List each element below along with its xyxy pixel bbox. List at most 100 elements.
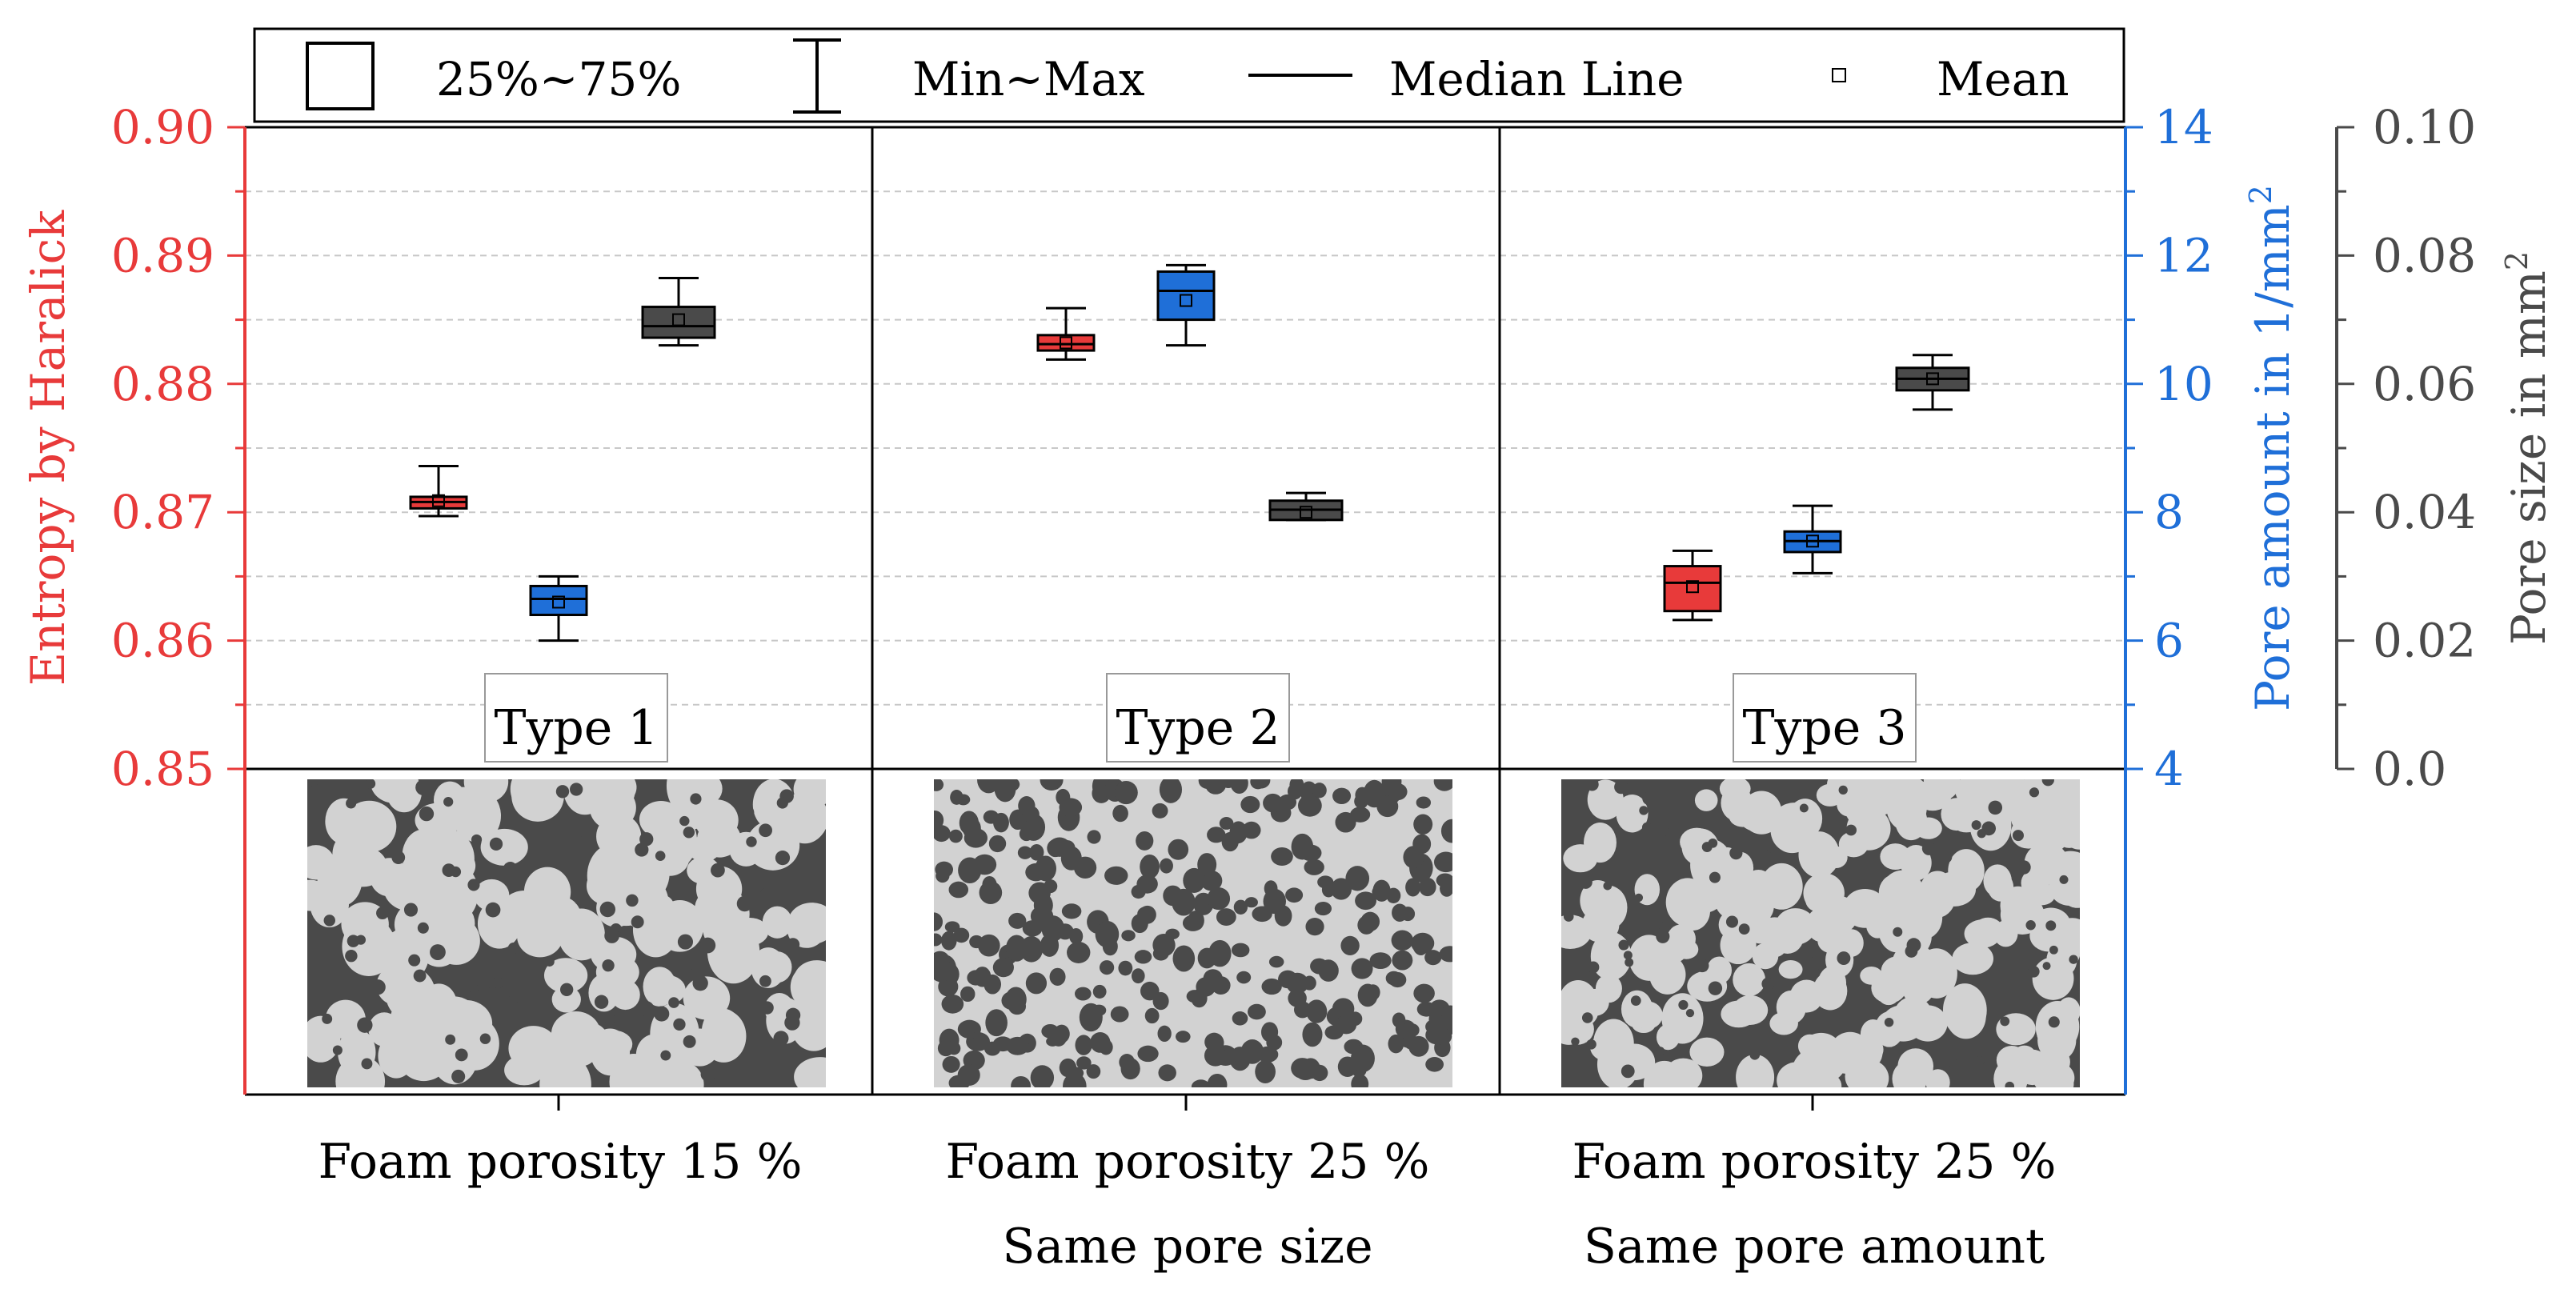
foam-cell: [1067, 941, 1091, 963]
foam-image-type-2: [934, 779, 1452, 1087]
foam-pore: [445, 1034, 456, 1045]
foam-pore: [1618, 939, 1629, 951]
foam-cell: [1285, 887, 1304, 903]
foam-cell: [1197, 853, 1217, 877]
foam-pore: [1639, 806, 1649, 815]
foam-cell: [383, 863, 435, 911]
box-pore-amount-type-1: [529, 574, 588, 642]
foam-cell: [1035, 855, 1056, 882]
foam-cell: [1803, 873, 1845, 914]
foam-cell: [336, 846, 387, 887]
foam-cell: [1115, 782, 1134, 803]
foam-cell: [1332, 998, 1355, 1020]
foam-cell: [1041, 1023, 1060, 1039]
legend-box-icon: [306, 42, 375, 110]
foam-cell: [1287, 783, 1303, 800]
legend-median-label: Median Line: [1389, 52, 1685, 106]
foam-cell: [1595, 974, 1622, 1003]
foam-cell: [934, 810, 944, 831]
foam-cell: [934, 912, 943, 931]
foam-pore: [1906, 938, 1921, 953]
foam-cell: [934, 933, 943, 947]
left-axis-title: Entropy by Haralick: [21, 210, 75, 686]
box-pore-amount-type-3: [1783, 504, 1842, 574]
foam-pore: [408, 954, 421, 967]
pore-size-axis-tick-label: 0.04: [2373, 485, 2476, 539]
foam-pore: [784, 1015, 800, 1031]
foam-cell: [2049, 864, 2080, 906]
foam-cell: [1433, 779, 1452, 791]
foam-cell: [1188, 910, 1204, 931]
foam-cell: [1255, 1059, 1276, 1084]
foam-cell: [1424, 950, 1442, 966]
foam-pore: [1985, 1021, 1996, 1032]
foam-cell: [1005, 987, 1027, 1012]
foam-cell: [1040, 779, 1064, 791]
foam-cell: [2029, 883, 2056, 906]
foam-cell: [1112, 804, 1128, 823]
foam-cell: [1340, 935, 1360, 955]
foam-cell: [1925, 1069, 1950, 1087]
x-label-2-line-2: Same pore size: [1002, 1219, 1372, 1275]
foam-cell: [1440, 819, 1452, 843]
foam-pore: [1695, 959, 1709, 973]
foam-cell: [1874, 1011, 1904, 1047]
foam-cell: [1817, 928, 1847, 954]
foam-cell: [729, 831, 763, 867]
foam-cell: [1993, 920, 2018, 947]
x-label-2-line-1: Foam porosity 25 %: [945, 1134, 1429, 1190]
foam-cell: [1191, 1079, 1211, 1087]
foam-pore: [1949, 1059, 1959, 1069]
foam-pore: [699, 937, 716, 954]
foam-cell: [1305, 918, 1324, 936]
foam-pore: [1884, 1017, 1894, 1027]
foam-pore: [1656, 1047, 1665, 1056]
x-label-1-line-1: Foam porosity 15 %: [318, 1134, 802, 1190]
foam-cell: [1770, 807, 1814, 854]
foam-cell: [1643, 1060, 1685, 1087]
legend-mean-label: Mean: [1937, 52, 2069, 106]
pore-amount-axis-tick-label: 8: [2154, 485, 2184, 539]
foam-cell: [934, 779, 944, 791]
foam-pore: [310, 954, 325, 970]
foam-cell: [948, 829, 963, 843]
foam-cell: [782, 791, 826, 844]
foam-pore: [692, 975, 708, 991]
foam-cell: [1158, 1064, 1176, 1082]
pore-size-axis-tick-label: 0.08: [2373, 228, 2476, 282]
entropy-axis-tick-label: 0.87: [111, 485, 214, 539]
foam-pore: [1585, 779, 1599, 791]
foam-cell: [421, 829, 475, 888]
foam-cell: [325, 798, 363, 845]
foam-cell: [1437, 1015, 1452, 1026]
foam-pore: [455, 1048, 468, 1062]
foam-cell: [1076, 1056, 1092, 1070]
foam-cell: [1805, 838, 1834, 874]
pore-amount-axis-tick-label: 6: [2154, 614, 2184, 668]
foam-cell: [1849, 1059, 1889, 1087]
foam-cell: [325, 999, 366, 1039]
foam-pore: [1653, 919, 1664, 929]
foam-cell: [1137, 1045, 1159, 1063]
foam-cell: [1268, 955, 1284, 968]
foam-cell: [1172, 888, 1196, 916]
foam-cell: [1017, 846, 1032, 859]
foam-pore: [775, 850, 791, 866]
foam-cell: [551, 986, 581, 1013]
foam-pore: [604, 1014, 615, 1025]
foam-pore: [1982, 973, 1997, 988]
foam-cell: [1211, 976, 1231, 995]
foam-cell: [1616, 794, 1649, 833]
foam-pore: [1709, 871, 1721, 883]
foam-cell: [1392, 903, 1408, 922]
foam-cell: [1304, 859, 1324, 875]
foam-pore: [323, 978, 339, 994]
foam-pore: [760, 1001, 774, 1015]
foam-cell: [1860, 967, 1883, 985]
foam-cell: [1300, 1058, 1320, 1079]
foam-pore: [1766, 843, 1777, 853]
pore-amount-axis-tick-label: 4: [2154, 742, 2184, 796]
foam-cell: [1777, 1062, 1819, 1087]
foam-pore: [2005, 1081, 2015, 1087]
foam-cell: [1355, 787, 1370, 803]
